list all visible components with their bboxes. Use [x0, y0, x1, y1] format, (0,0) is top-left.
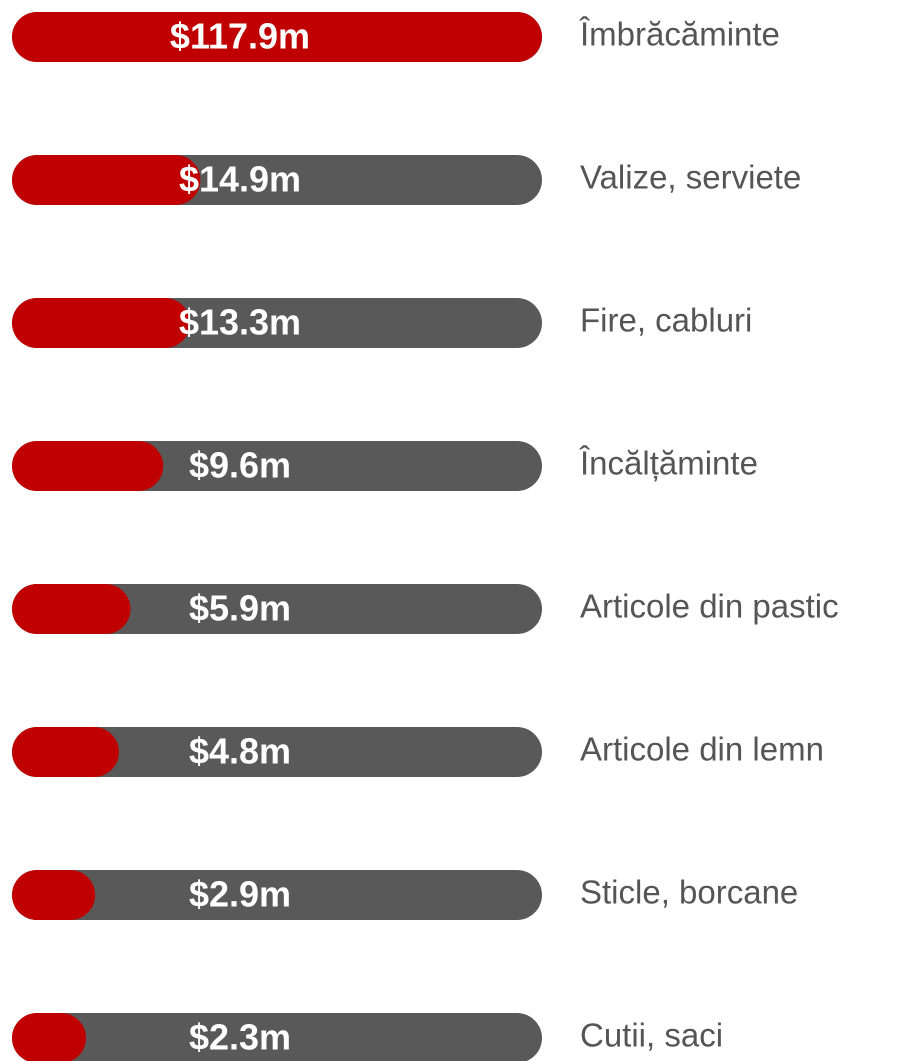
category-label: Încălțăminte: [579, 445, 758, 482]
bar: [12, 870, 96, 920]
value-label: $13.3m: [179, 302, 301, 343]
value-label: $2.3m: [189, 1017, 291, 1058]
bar: [12, 727, 119, 777]
value-label: $117.9m: [170, 16, 310, 57]
bar: [12, 155, 201, 205]
category-label: Fire, cabluri: [580, 302, 752, 339]
bar-track: [12, 1013, 542, 1061]
category-label: Cutii, saci: [580, 1017, 723, 1054]
bar: [12, 441, 164, 491]
bar-track: [12, 870, 542, 920]
bar: [12, 1013, 87, 1061]
value-label: $14.9m: [179, 159, 301, 200]
bar: [12, 298, 191, 348]
bar-track: [12, 584, 542, 634]
value-label: $4.8m: [189, 731, 291, 772]
category-label: Articole din lemn: [580, 731, 824, 768]
value-label: $5.9m: [189, 588, 291, 629]
bar: [12, 584, 131, 634]
category-label: Sticle, borcane: [580, 874, 798, 911]
bar-track: [12, 727, 542, 777]
bar: [12, 12, 542, 62]
category-label: Articole din pastic: [580, 588, 839, 625]
value-label: $9.6m: [189, 445, 291, 486]
category-label: Valize, serviete: [580, 159, 801, 196]
value-label: $2.9m: [189, 874, 291, 915]
category-label: Îmbrăcăminte: [579, 16, 780, 53]
